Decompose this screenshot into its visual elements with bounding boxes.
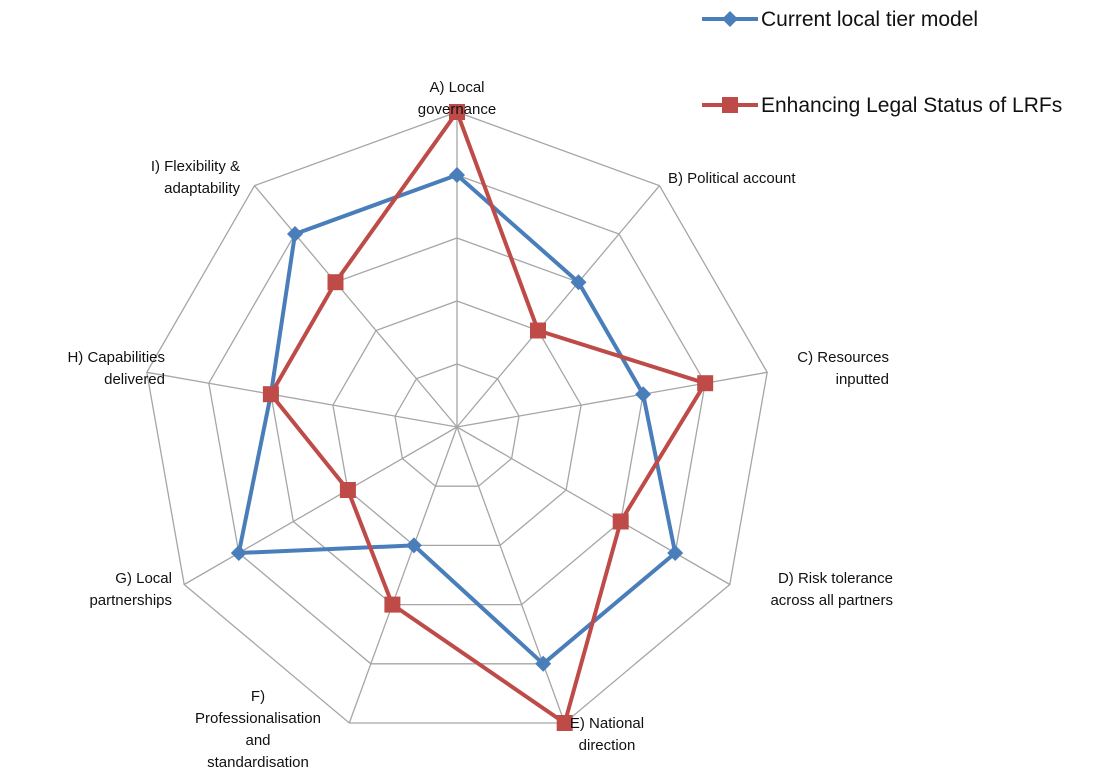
axis-label-6: F) Professionalisation and standardisation (195, 688, 321, 771)
data-point (449, 104, 465, 120)
legend-item-1: Current local tier model (702, 8, 978, 31)
data-point (449, 167, 465, 183)
grid-spoke-6 (348, 426, 458, 724)
legend: Current local tier model Enhancing Legal … (702, 8, 1062, 117)
data-point (635, 386, 652, 403)
chart-grid (146, 111, 768, 724)
axis-label-line: delivered (104, 371, 165, 388)
data-point (327, 274, 344, 291)
legend-item-2: Enhancing Legal Status of LRFs (702, 94, 1062, 117)
data-point (339, 482, 356, 498)
data-point (384, 596, 401, 613)
axis-label-7: G) Local partnerships (89, 570, 172, 609)
axis-label-line: D) Risk tolerance (778, 570, 893, 587)
series-line (268, 110, 708, 725)
data-point (556, 715, 573, 731)
axis-label-line: A) Local (429, 79, 484, 96)
axis-label-line: C) Resources (797, 349, 889, 366)
grid-ring-2 (332, 300, 582, 547)
axis-label-line: and (245, 732, 270, 749)
data-point (230, 545, 247, 561)
legend-label: Current local tier model (761, 8, 978, 31)
axis-label-line: H) Capabilities (67, 349, 165, 366)
axis-label-4: D) Risk tolerance across all partners (770, 570, 893, 609)
data-point (535, 655, 552, 672)
axis-label-line: I) Flexibility & (151, 158, 240, 175)
axis-label-line: standardisation (207, 754, 309, 771)
grid-spoke-2 (456, 185, 660, 428)
axis-label-8: H) Capabilities delivered (67, 349, 165, 388)
data-point (570, 274, 587, 291)
grid-spoke-3 (456, 371, 768, 428)
axis-label-line: inputted (836, 371, 889, 388)
grid-spoke-4 (456, 426, 731, 586)
grid-ring-4 (208, 174, 706, 665)
axis-label-9: I) Flexibility & adaptability (151, 158, 241, 197)
series-2 (262, 104, 714, 731)
series-1 (230, 167, 684, 672)
axis-label-line: G) Local (115, 570, 172, 587)
data-point (667, 545, 684, 561)
grid-spoke-5 (456, 426, 566, 724)
data-point (287, 226, 303, 242)
data-point (530, 322, 546, 339)
axis-label-1: A) Local governance (418, 79, 496, 118)
legend-marker (722, 11, 738, 27)
axis-label-3: C) Resources inputted (797, 349, 889, 388)
axis-label-line: partnerships (89, 592, 172, 609)
data-point (262, 386, 279, 403)
axis-label-2: B) Political account (668, 170, 796, 187)
data-point (697, 375, 714, 392)
legend-label: Enhancing Legal Status of LRFs (761, 94, 1062, 117)
legend-marker (722, 97, 738, 113)
grid-spoke-7 (183, 426, 458, 586)
data-point (612, 513, 629, 530)
axis-label-line: F) (251, 688, 265, 705)
grid-spoke-8 (146, 371, 458, 428)
axis-label-5: E) National direction (570, 715, 644, 754)
data-point (405, 537, 422, 554)
chart-series (230, 104, 714, 731)
axis-label-line: direction (579, 737, 636, 754)
axis-label-line: B) Political account (668, 170, 796, 187)
axis-labels: A) Local governance B) Political account C)… (67, 79, 893, 771)
axis-label-line: Professionalisation (195, 710, 321, 727)
axis-label-line: across all partners (770, 592, 893, 609)
axis-label-line: governance (418, 101, 496, 118)
grid-spoke-9 (254, 185, 458, 428)
axis-label-line: E) National (570, 715, 644, 732)
series-line (236, 173, 678, 666)
grid-ring-1 (394, 363, 520, 487)
axis-label-line: adaptability (164, 180, 240, 197)
grid-ring-5 (146, 111, 768, 724)
